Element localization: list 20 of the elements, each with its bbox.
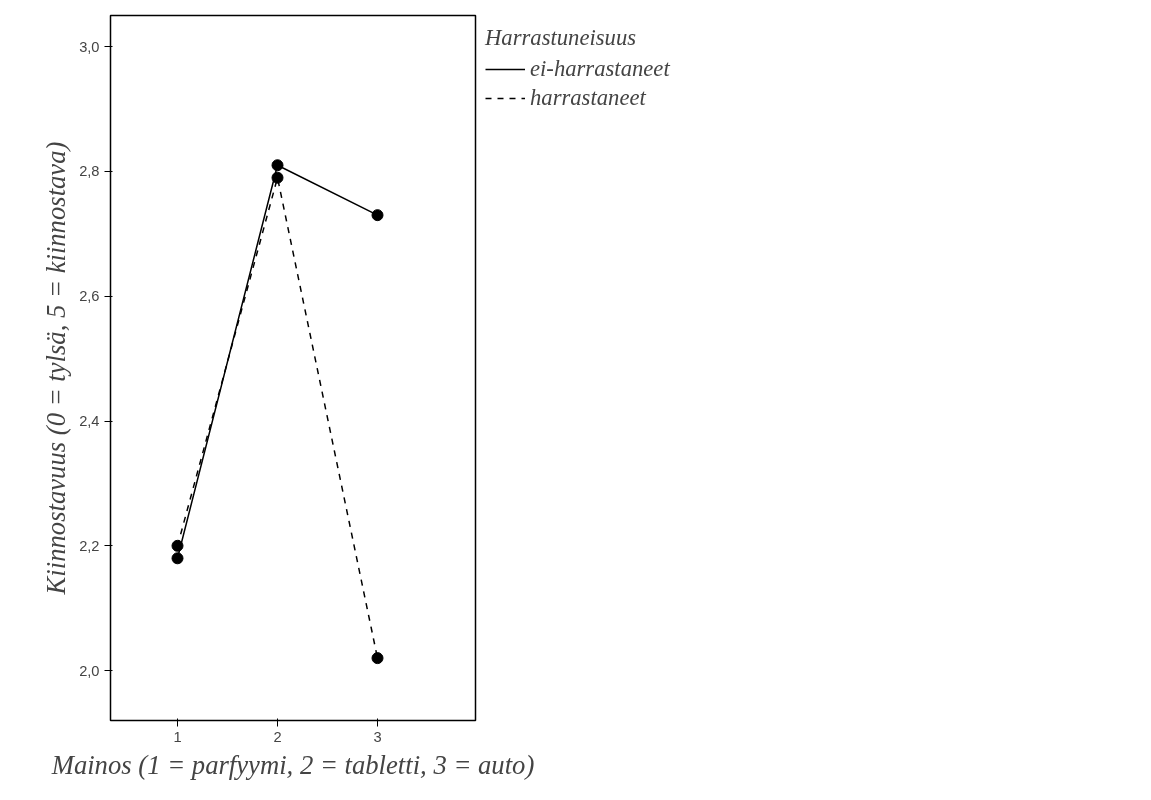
y-tick-label: 3,0 bbox=[79, 38, 100, 55]
y-tick-label: 2,0 bbox=[79, 662, 100, 679]
y-axis-title: Kiinnostavuus (0 = tylsä, 5 = kiinnostava) bbox=[41, 141, 72, 596]
x-axis-title: Mainos (1 = parfyymi, 2 = tabletti, 3 = auto) bbox=[50, 749, 535, 780]
point bbox=[271, 171, 284, 184]
x-tick-label: 2 bbox=[273, 728, 282, 745]
point bbox=[371, 209, 384, 222]
legend-label: ei-harrastaneet bbox=[530, 56, 670, 82]
point bbox=[171, 539, 184, 552]
x-tick-label: 1 bbox=[173, 728, 182, 745]
legend-title: Harrastuneisuus bbox=[485, 25, 638, 51]
legend-label: harrastaneet bbox=[530, 85, 646, 111]
point bbox=[371, 652, 384, 665]
y-tick-label: 2,6 bbox=[79, 288, 100, 305]
y-tick-label: 2,8 bbox=[79, 163, 100, 180]
y-tick-label: 2,2 bbox=[79, 537, 100, 554]
y-tick-label: 2,4 bbox=[79, 413, 100, 430]
point bbox=[271, 159, 284, 172]
x-tick-label: 3 bbox=[373, 728, 382, 745]
point bbox=[171, 552, 184, 565]
